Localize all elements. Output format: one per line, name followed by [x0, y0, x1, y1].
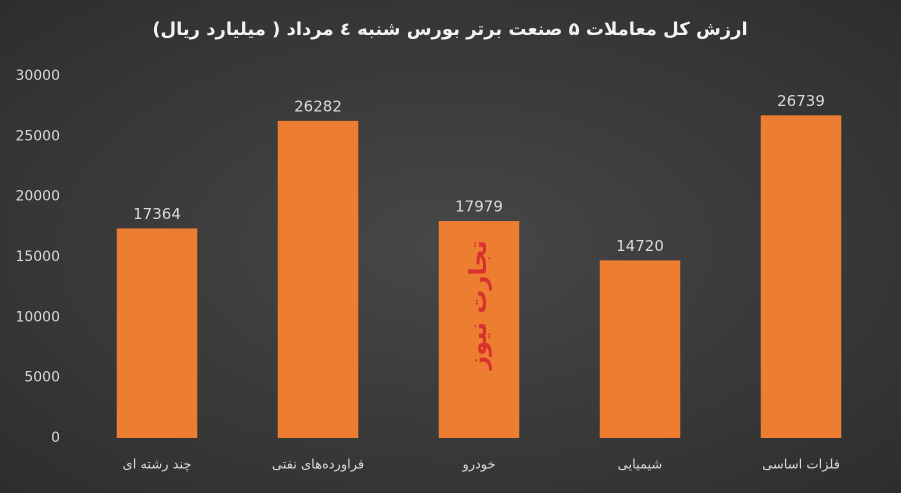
value-label: 26739	[777, 92, 825, 110]
y-tick-label: 20000	[15, 189, 60, 205]
y-tick-label: 30000	[15, 68, 60, 84]
watermark: تجارت نیوز	[464, 240, 492, 370]
value-label: 17979	[455, 198, 503, 216]
x-tick-label: فراورده‌های نفتی	[272, 458, 364, 473]
value-label: 26282	[294, 97, 342, 115]
bar	[116, 228, 198, 438]
bar	[438, 221, 520, 438]
bar	[277, 120, 359, 439]
value-label: 14720	[616, 237, 664, 255]
bar	[599, 260, 681, 438]
y-tick-label: 5000	[24, 370, 60, 386]
bar	[760, 115, 842, 439]
y-tick-label: 0	[51, 430, 60, 446]
x-tick-label: فلزات اساسی	[762, 458, 840, 473]
value-label: 17364	[133, 205, 181, 223]
y-tick-label: 10000	[15, 309, 60, 325]
x-tick-label: خودرو	[461, 458, 495, 473]
y-tick-label: 15000	[15, 249, 60, 265]
x-tick-label: شیمیایی	[618, 458, 663, 473]
y-tick-label: 25000	[15, 128, 60, 144]
chart-title: ارزش کل معاملات ۵ صنعت برتر بورس شنبه ٤ …	[152, 19, 747, 40]
x-tick-label: چند رشته ای	[123, 458, 192, 473]
